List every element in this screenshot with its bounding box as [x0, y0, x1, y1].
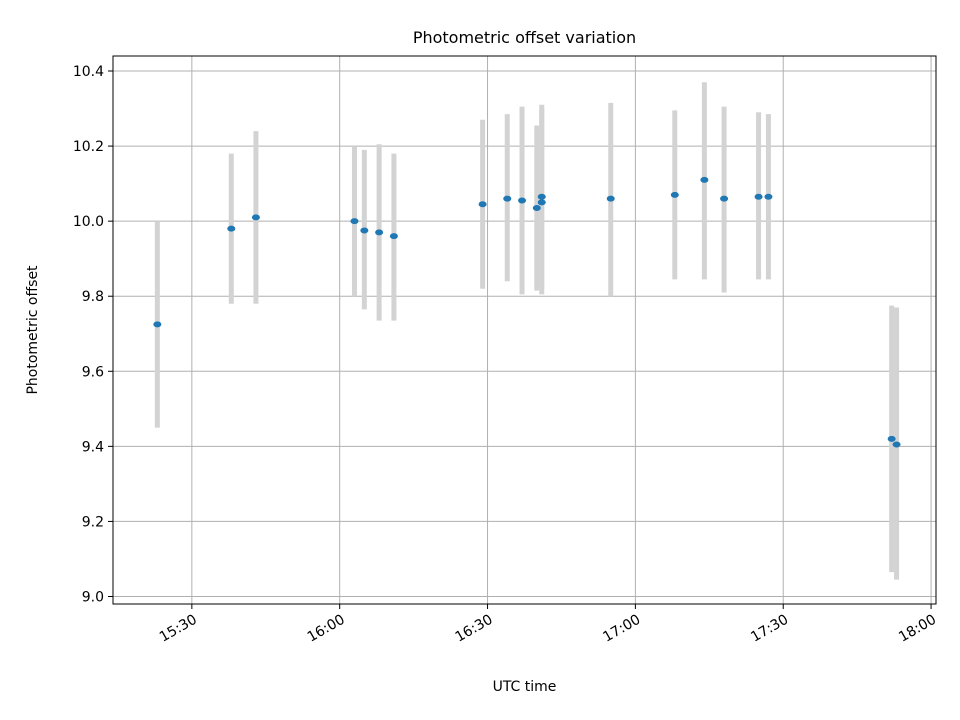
- data-point: [350, 218, 359, 225]
- data-point: [360, 227, 369, 234]
- data-point: [375, 229, 384, 236]
- y-tick-label: 9.4: [82, 439, 104, 455]
- data-point: [670, 191, 679, 198]
- data-point: [227, 225, 236, 232]
- y-tick-label: 9.2: [82, 514, 104, 530]
- data-point: [532, 205, 541, 212]
- y-tick-label: 9.8: [82, 289, 104, 305]
- data-point: [478, 201, 487, 208]
- data-point: [537, 193, 546, 200]
- data-point: [503, 195, 512, 202]
- y-tick-label: 9.6: [82, 364, 104, 380]
- data-point: [764, 193, 773, 200]
- y-tick-label: 10.4: [73, 64, 104, 80]
- data-point: [892, 441, 901, 448]
- data-point: [251, 214, 260, 221]
- y-tick-label: 9.0: [82, 589, 104, 605]
- data-point: [389, 233, 398, 240]
- chart-title: Photometric offset variation: [413, 28, 636, 47]
- plot-frame: [112, 55, 937, 605]
- data-points: [153, 176, 901, 448]
- y-tick-label: 10.0: [73, 214, 104, 230]
- data-point: [153, 321, 162, 328]
- y-axis-label: Photometric offset: [25, 265, 41, 395]
- y-axis: 9.0 9.2 9.4 9.6 9.8 10.0 10.2 10.4: [73, 64, 113, 605]
- data-point: [754, 193, 763, 200]
- data-point: [700, 176, 709, 183]
- data-point: [720, 195, 729, 202]
- data-point: [887, 435, 896, 442]
- x-axis-label: UTC time: [493, 679, 557, 695]
- data-point: [606, 195, 615, 202]
- y-tick-label: 10.2: [73, 139, 104, 155]
- data-point: [537, 199, 546, 206]
- data-point: [518, 197, 527, 204]
